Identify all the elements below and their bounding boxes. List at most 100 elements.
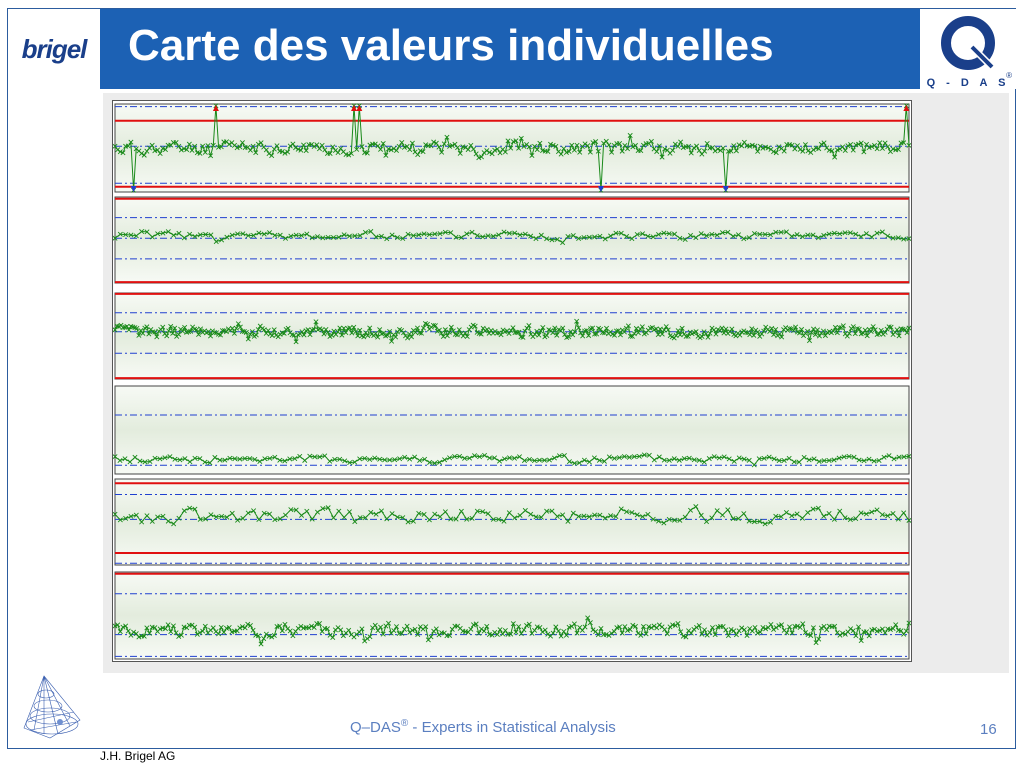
data-point-marker xyxy=(814,327,820,333)
data-point-marker xyxy=(341,514,347,520)
data-point-marker xyxy=(162,455,168,461)
data-point-marker xyxy=(771,626,777,632)
data-point-marker xyxy=(654,149,660,155)
data-point-marker xyxy=(266,151,272,157)
data-point-marker xyxy=(404,623,410,629)
data-point-marker xyxy=(789,630,795,636)
data-point-marker xyxy=(802,142,808,148)
data-point-marker xyxy=(139,229,145,235)
data-point-marker xyxy=(691,626,697,632)
data-point-marker xyxy=(521,458,528,464)
data-point-marker xyxy=(267,230,273,236)
data-point-marker xyxy=(542,627,548,633)
data-point-marker xyxy=(467,455,473,461)
data-point-marker xyxy=(494,631,500,637)
slide-header: brigel Carte des valeurs individuelles Q… xyxy=(8,9,1016,89)
data-point-marker xyxy=(792,146,798,152)
data-point-marker xyxy=(377,456,383,462)
data-point-marker xyxy=(354,146,360,152)
data-point-marker xyxy=(871,626,877,632)
data-point-marker xyxy=(154,334,160,340)
data-point-marker xyxy=(786,455,792,461)
data-point-marker xyxy=(781,148,787,154)
data-point-marker xyxy=(196,331,202,338)
data-point-marker xyxy=(595,632,601,638)
data-point-marker xyxy=(524,623,530,629)
data-point-marker xyxy=(639,324,645,330)
data-point-marker xyxy=(194,631,200,637)
data-point-marker xyxy=(609,630,615,636)
data-point-marker xyxy=(288,507,294,513)
data-point-marker xyxy=(136,332,142,338)
data-point-marker xyxy=(373,331,379,337)
data-point-marker xyxy=(896,333,902,339)
data-point-marker xyxy=(568,329,574,335)
data-point-marker xyxy=(811,456,817,462)
data-point-marker xyxy=(617,332,623,338)
brigel-logo: brigel xyxy=(8,9,100,89)
data-point-marker xyxy=(799,515,805,521)
data-point-marker xyxy=(378,624,384,630)
data-point-marker xyxy=(890,625,896,631)
data-point-marker xyxy=(188,328,194,334)
data-point-marker xyxy=(233,325,239,331)
data-point-marker xyxy=(861,458,867,464)
data-point-marker xyxy=(538,328,544,334)
data-point-marker xyxy=(408,334,415,340)
data-point-marker xyxy=(427,459,433,465)
footer-tagline-reg: ® xyxy=(400,718,409,729)
data-point-marker xyxy=(391,628,397,634)
data-point-marker xyxy=(570,510,576,516)
data-point-marker xyxy=(553,143,559,149)
data-point-marker xyxy=(741,456,747,462)
data-point-marker xyxy=(464,516,470,522)
data-point-marker xyxy=(226,141,232,147)
data-point-marker xyxy=(243,329,249,335)
data-point-marker xyxy=(741,627,747,633)
data-point-marker xyxy=(769,325,775,331)
data-point-marker xyxy=(127,459,133,465)
data-point-marker xyxy=(768,621,774,627)
data-point-marker xyxy=(560,325,566,331)
data-point-marker xyxy=(719,512,726,518)
footer-tagline-suffix: - Experts in Statistical Analysis xyxy=(408,719,616,736)
data-point-marker xyxy=(677,517,683,523)
data-point-marker xyxy=(876,458,882,464)
data-point-marker xyxy=(146,331,152,337)
data-point-marker xyxy=(624,233,630,239)
data-point-marker xyxy=(176,331,182,338)
data-point-marker xyxy=(682,236,688,243)
data-point-marker xyxy=(533,514,539,520)
chart-panel-frame xyxy=(114,571,910,660)
data-point-marker xyxy=(878,327,884,333)
data-point-marker xyxy=(617,624,623,630)
data-point-marker xyxy=(666,516,672,522)
data-point-marker xyxy=(621,454,627,460)
data-point-marker xyxy=(453,516,459,522)
data-point-marker xyxy=(565,518,571,524)
data-point-marker xyxy=(418,330,424,336)
data-point-marker xyxy=(561,452,567,459)
data-point-marker xyxy=(876,331,882,337)
data-point-marker xyxy=(308,623,315,629)
data-point-marker xyxy=(566,459,572,465)
data-point-marker xyxy=(858,638,864,644)
data-point-marker xyxy=(794,511,800,517)
data-point-marker xyxy=(450,328,456,334)
data-point-marker xyxy=(293,232,299,238)
data-point-marker xyxy=(218,624,224,630)
data-point-marker xyxy=(813,640,819,646)
data-point-marker xyxy=(437,231,443,237)
data-point-marker xyxy=(521,143,527,149)
data-point-marker xyxy=(375,334,381,340)
data-point-marker xyxy=(806,457,812,463)
data-point-marker xyxy=(343,330,349,336)
data-point-marker xyxy=(375,143,381,149)
data-point-marker xyxy=(348,150,354,157)
data-point-marker xyxy=(501,229,507,235)
data-point-marker xyxy=(482,452,488,458)
data-point-marker xyxy=(879,229,885,235)
data-point-marker xyxy=(168,629,174,635)
data-point-marker xyxy=(141,152,147,158)
data-point-marker xyxy=(675,328,681,334)
